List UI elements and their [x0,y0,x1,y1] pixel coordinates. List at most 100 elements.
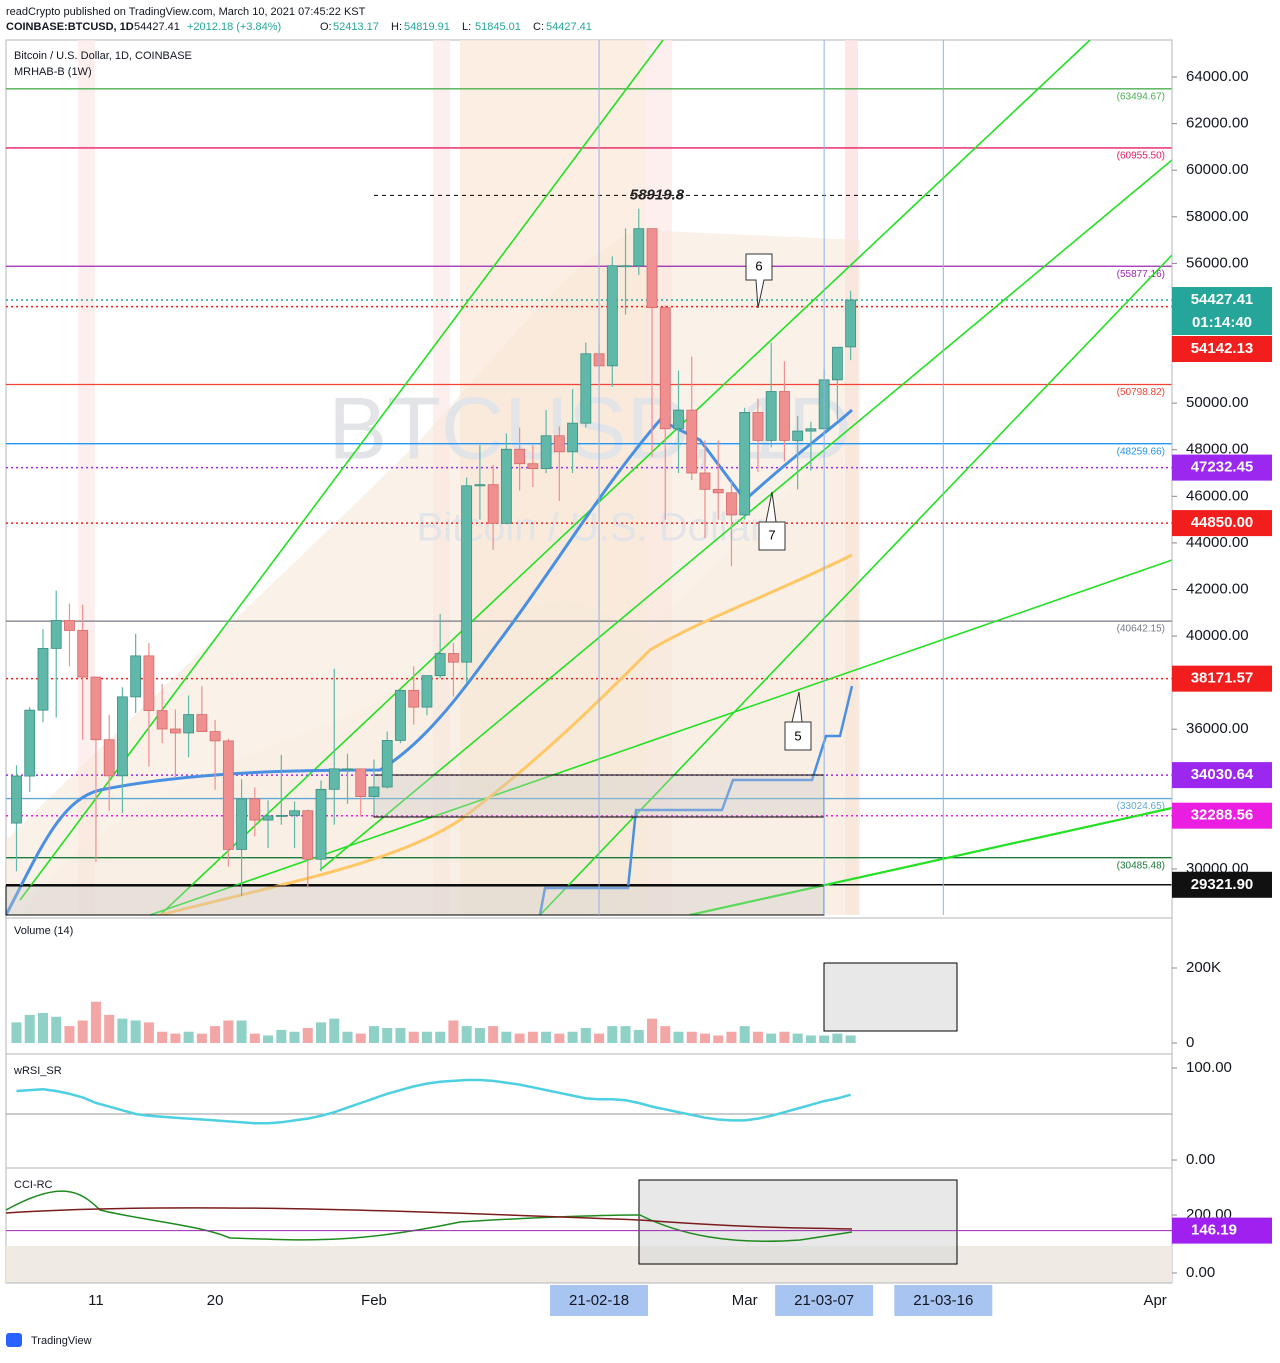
volume-bar [382,1028,393,1043]
y-tick-label: 46000.00 [1186,487,1249,504]
volume-bar [316,1022,327,1043]
candle-body [606,265,618,367]
candle-body [500,448,512,524]
candle-body [845,299,857,348]
volume-bar [342,1031,353,1043]
quote-line: COINBASE:BTCUSD, 1D 54427.41 +2012.18 (+… [6,21,592,33]
volume-bar [64,1026,75,1043]
candle-body [11,775,22,824]
y-tick-label: 64000.00 [1186,68,1249,85]
y-tick-label: 44000.00 [1186,534,1249,551]
candle-body [779,391,790,441]
x-tick-label: 21-03-16 [913,1292,973,1309]
volume-bar [766,1033,777,1043]
volume-bar [739,1026,750,1043]
symbol: COINBASE:BTCUSD, 1D [6,21,134,33]
volume-bar [620,1026,631,1043]
y-tick-label: 56000.00 [1186,254,1249,271]
volume-bar [752,1031,763,1043]
levels: (63494.67) (60955.50) (55877.16) (50798.82)… [6,88,1172,886]
volume-bar [805,1035,816,1043]
candle-body [448,653,459,663]
zone-box [5,885,825,916]
volume-bar [249,1033,260,1043]
candle-body [527,463,539,469]
candle-body [752,412,764,441]
candle-body [580,353,592,424]
candle-body [289,810,300,816]
candle-body [659,307,671,430]
ohlc-label: C: [533,21,544,33]
candle-body [315,788,327,860]
volume-bar [647,1018,658,1043]
y-tick-label: 100.00 [1186,1059,1232,1076]
candle-body [342,768,353,771]
volume-bar [117,1018,128,1043]
cci-label: 146.19 [1191,1222,1237,1239]
candle-body [620,265,631,268]
y-tick-label: 42000.00 [1186,580,1249,597]
candle-body [514,448,526,465]
price-label: 44850.00 [1191,514,1254,531]
candle-body [143,655,155,712]
y-tick-label: 0 [1186,1034,1194,1051]
candle-body [381,740,393,788]
candle-body [805,428,817,432]
candle-body [103,739,115,777]
x-tick-label: 11 [88,1292,104,1309]
callout: 6 [755,258,762,273]
volume-bar [580,1028,591,1043]
ohlc-value: 54427.41 [546,21,592,33]
candles [11,208,857,896]
volume-bar [302,1028,313,1043]
candle-body [726,492,737,516]
chart-title: Bitcoin / U.S. Dollar, 1D, COINBASE [14,50,192,62]
volume-title: Volume (14) [14,925,73,937]
level-label: (63494.67) [1117,91,1165,102]
cci-signal [5,1207,853,1230]
rsi-line [16,1078,851,1125]
price-box [1172,871,1272,898]
volume-bar [713,1035,724,1043]
volume-bar [594,1033,605,1043]
candle-body [633,228,645,267]
level-label: (30485.48) [1117,860,1165,871]
last-price: 54427.41 [134,21,180,33]
callouts: 6 7 5 [745,253,812,751]
price-label: 54427.41 [1191,291,1254,308]
volume-bar [130,1020,141,1043]
publisher: readCrypto published on TradingView.com,… [6,6,366,18]
candle-body [567,422,578,453]
price-label: 34030.64 [1191,766,1254,783]
price-box [1172,802,1272,829]
candle-body [169,728,181,734]
candle-body [156,710,168,730]
level-label: (33024.65) [1117,801,1165,812]
candle-body [739,412,751,516]
volume-bar [819,1035,830,1043]
volume-bar [501,1031,512,1043]
candle-body [421,675,433,708]
volume-bar [686,1031,697,1043]
x-tick-label: 20 [207,1292,224,1309]
candle-body [540,435,552,469]
rsi-title: wRSI_SR [13,1065,62,1077]
level-label: (48259.66) [1117,446,1165,457]
volume-bar [660,1026,671,1043]
candle-body [275,815,287,817]
ohlc-value: 51845.01 [475,21,521,33]
volume-bar [11,1022,22,1043]
volume-bar [395,1028,406,1043]
volume-bar [699,1033,710,1043]
date-highlight [894,1285,993,1316]
y-tick-label: 60000.00 [1186,161,1249,178]
candle-body [673,409,684,430]
volume-bar [170,1033,181,1043]
volume-bar [263,1035,274,1043]
cci-band [6,1246,1172,1283]
volume-bar [355,1033,366,1043]
price-label: 38171.57 [1191,670,1254,687]
y-tick-label: 36000.00 [1186,720,1249,737]
candle-body [368,786,380,797]
